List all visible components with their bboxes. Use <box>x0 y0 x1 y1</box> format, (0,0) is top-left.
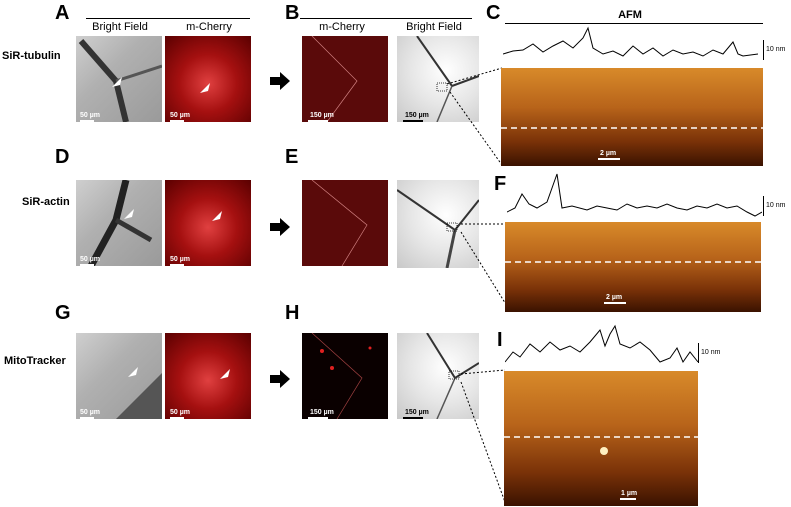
mcherry-image-g <box>165 333 251 419</box>
afm-image-i <box>504 371 698 506</box>
scale-label-g2: 50 µm <box>170 409 190 416</box>
zoom-lines-3 <box>460 369 506 503</box>
afm-image-f <box>505 222 761 312</box>
header-bright-field-a: Bright Field <box>92 21 148 33</box>
height-scale-bar-f <box>763 196 764 216</box>
afm-image-c <box>501 68 763 166</box>
mcherry-image-a <box>165 36 251 122</box>
header-rule-a <box>86 18 250 19</box>
scale-bar-a2 <box>170 120 184 122</box>
arrowhead-icon <box>212 208 222 226</box>
scale-label-f: 2 µm <box>606 294 623 301</box>
panel-letter-f: F <box>494 173 507 195</box>
header-rule-afm <box>505 23 763 24</box>
height-scale-label-f: 10 nm <box>766 202 786 209</box>
mcherry-image-h <box>302 333 388 419</box>
panel-letter-a: A <box>55 2 70 24</box>
mcherry-image-b <box>302 36 388 122</box>
bright-field-image-d <box>76 180 162 266</box>
right-arrow-icon <box>270 72 290 95</box>
height-scale-label-c: 10 nm <box>766 46 786 53</box>
bright-field-image-e <box>397 180 479 268</box>
scale-bar-h2 <box>403 417 423 419</box>
scale-label-a2: 50 µm <box>170 112 190 119</box>
scale-label-c: 2 µm <box>600 150 617 157</box>
scale-bar-f <box>604 302 626 304</box>
scale-label-h2: 150 µm <box>405 409 429 416</box>
scale-bar-d2 <box>170 264 184 266</box>
bright-field-image-a <box>76 36 162 122</box>
scale-bar-g2 <box>170 417 184 419</box>
mcherry-image-d <box>165 180 251 266</box>
bright-field-image-h <box>397 333 479 419</box>
panel-letter-h: H <box>285 302 300 324</box>
header-mcherry-b: m-Cherry <box>319 21 365 33</box>
header-rule-b <box>300 18 472 19</box>
row-label-mitotracker: MitoTracker <box>4 355 66 367</box>
scale-bar-g1 <box>80 417 94 419</box>
mcherry-image-e <box>302 180 388 266</box>
scale-label-b2: 150 µm <box>405 112 429 119</box>
bright-field-image-b <box>397 36 479 122</box>
scale-bar-c <box>598 158 620 160</box>
height-profile-f <box>507 173 762 217</box>
height-scale-bar-c <box>763 40 764 60</box>
header-afm: AFM <box>618 9 642 21</box>
scale-label-d2: 50 µm <box>170 256 190 263</box>
right-arrow-icon <box>270 218 290 241</box>
arrowhead-icon <box>112 74 122 92</box>
header-mcherry-a: m-Cherry <box>186 21 232 33</box>
height-profile-i <box>505 324 698 364</box>
scale-bar-b1 <box>308 120 328 122</box>
scale-label-h1: 150 µm <box>310 409 334 416</box>
zoom-lines-1 <box>446 67 503 166</box>
panel-letter-g: G <box>55 302 71 324</box>
arrowhead-icon <box>128 364 138 382</box>
scale-bar-h1 <box>308 417 328 419</box>
scale-label-g1: 50 µm <box>80 409 100 416</box>
panel-letter-e: E <box>285 146 299 168</box>
row-label-sir-actin: SiR-actin <box>22 196 70 208</box>
height-scale-bar-i <box>698 343 699 363</box>
scale-label-d1: 50 µm <box>80 256 100 263</box>
scale-label-b1: 150 µm <box>310 112 334 119</box>
scale-bar-a1 <box>80 120 94 122</box>
row-label-sir-tubulin: SiR-tubulin <box>2 50 61 62</box>
panel-letter-c: C <box>486 2 501 24</box>
bright-field-image-g <box>76 333 162 419</box>
arrowhead-icon <box>200 80 210 98</box>
arrowhead-icon <box>220 366 230 384</box>
panel-letter-i: I <box>497 329 503 351</box>
scale-label-i: 1 µm <box>621 490 638 497</box>
height-scale-label-i: 10 nm <box>701 349 721 356</box>
panel-letter-d: D <box>55 146 70 168</box>
arrowhead-icon <box>124 206 134 224</box>
header-bright-field-b: Bright Field <box>406 21 462 33</box>
scale-label-a1: 50 µm <box>80 112 100 119</box>
scale-bar-d1 <box>80 264 94 266</box>
height-profile-c <box>503 26 758 57</box>
scale-bar-b2 <box>403 120 423 122</box>
scale-bar-i <box>620 498 636 500</box>
right-arrow-icon <box>270 370 290 393</box>
zoom-lines-2 <box>460 223 508 307</box>
panel-letter-b: B <box>285 2 300 24</box>
